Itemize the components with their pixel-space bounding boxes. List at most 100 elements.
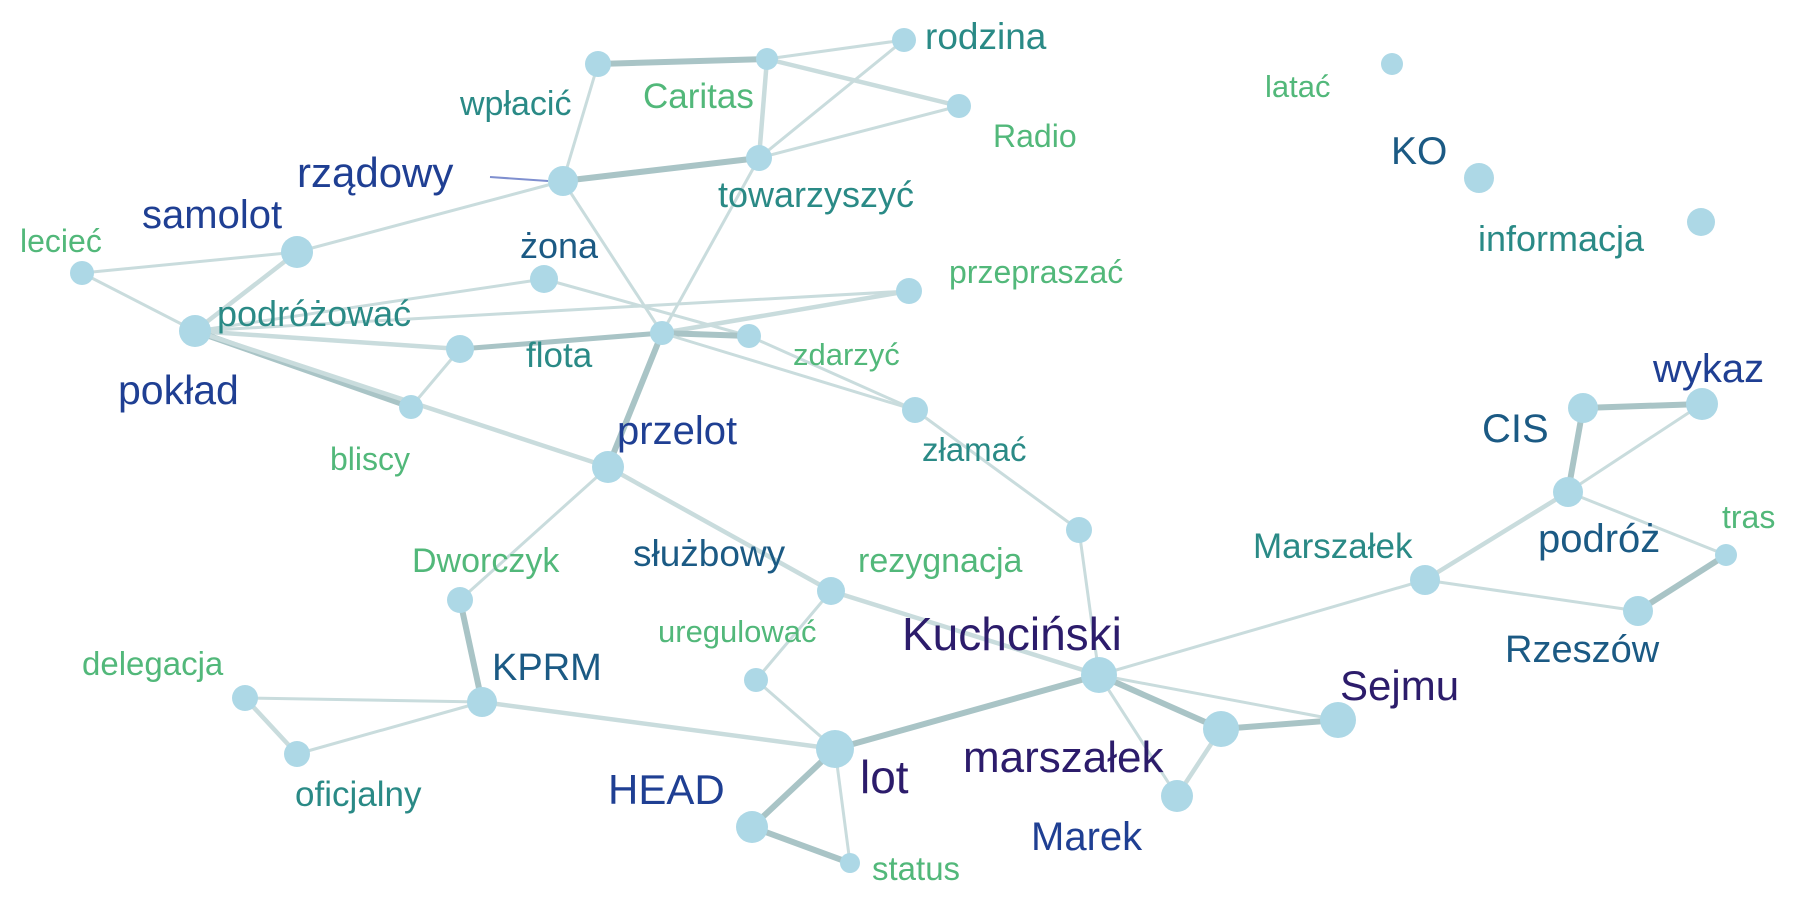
node-kprm: [467, 687, 497, 717]
node-status: [840, 853, 860, 873]
label-rezygnacja: rezygnacja: [858, 542, 1023, 580]
edge-cis-wykaz: [1580, 401, 1705, 411]
edge-przelot-dworczyk: [458, 465, 610, 602]
node-ko: [1464, 163, 1494, 193]
label-towarzyszyc: towarzyszyć: [718, 174, 914, 215]
node-kuchcinski: [1081, 657, 1117, 693]
edges-layer: [80, 38, 1729, 866]
label-uregulowac: uregulować: [658, 614, 817, 649]
label-marszalek-upper: Marszałek: [1253, 527, 1413, 566]
edge-rzeszow-tras: [1635, 552, 1729, 614]
edge-lot-kuchcinski: [832, 672, 1102, 752]
edge-leciec-poklad: [80, 271, 197, 333]
label-samolot: samolot: [142, 193, 282, 237]
edge-marszalek_upper-podroz: [1422, 489, 1571, 583]
node-marszalek-upper: [1410, 565, 1440, 595]
node-lot: [816, 730, 854, 768]
label-rzeszow: Rzeszów: [1505, 629, 1660, 671]
label-przelot: przelot: [617, 409, 737, 453]
label-tras: tras: [1722, 499, 1775, 535]
label-lot: lot: [860, 751, 909, 803]
node-dworczyk: [447, 587, 473, 613]
edge-wplacic-caritas: [595, 56, 770, 67]
edge-kuchcinski-sejmu: [1097, 673, 1340, 722]
node-zlamac: [902, 397, 928, 423]
label-poklad: pokład: [118, 367, 239, 413]
edge-zdarzyc-zlamac: [747, 334, 917, 412]
edge-flota-trunk: [459, 330, 663, 352]
edge-podroz-tras: [1566, 490, 1728, 557]
node-rzadowy: [548, 166, 578, 196]
label-oficjalny: oficjalny: [295, 775, 422, 814]
label-zlamac: złamać: [922, 431, 1027, 468]
rzadowy-label-leader: [489, 176, 549, 182]
label-caritas: Caritas: [643, 77, 754, 116]
edge-flota-przelot: [605, 330, 665, 470]
edge-podrozowac-przepraszac: [193, 289, 911, 333]
node-flota: [446, 335, 474, 363]
label-head: HEAD: [608, 766, 725, 813]
edge-lot-status: [833, 747, 852, 865]
edge-wplacic-rzadowy: [561, 62, 600, 183]
edge-sluzbowy-kuchcinski: [828, 588, 1102, 678]
label-zona: żona: [520, 225, 599, 266]
label-kuchcinski: Kuchciński: [902, 608, 1122, 660]
edge-rzadowy-towarzyszyc: [560, 155, 762, 184]
label-kprm: KPRM: [492, 647, 602, 689]
label-rodzina: rodzina: [925, 16, 1047, 57]
label-marszalek-lower: marszałek: [963, 733, 1164, 782]
label-ko: KO: [1391, 130, 1447, 173]
edge-radio-towarzyszyc: [757, 104, 961, 160]
label-podrozowac: podróżować: [217, 293, 411, 334]
edge-podrozowac-przelot: [192, 328, 611, 470]
node-radio: [947, 94, 971, 118]
node-head: [736, 811, 768, 843]
edge-caritas-rodzina: [765, 38, 906, 61]
edge-flota-zdarzyc: [659, 330, 752, 339]
edge-podrozowac-flota: [192, 328, 463, 352]
edge-kprm-oficjalny: [295, 700, 484, 756]
node-informacja: [1687, 208, 1715, 236]
node-caritas: [756, 48, 778, 70]
edge-rezygnacja-kuchcinski: [1077, 528, 1101, 677]
node-leciec: [70, 261, 94, 285]
edge-zlamac-rezygnacja: [913, 408, 1081, 532]
node-rezygnacja: [1066, 517, 1092, 543]
node-zdarzyc: [737, 324, 761, 348]
node-podrozowac: [179, 315, 211, 347]
edge-samolot-podrozowac: [192, 249, 300, 334]
edge-samolot-leciec: [80, 250, 299, 275]
edge-dworczyk-kprm: [457, 597, 485, 705]
label-cis: CIS: [1482, 407, 1549, 451]
edge-rodzina-towarzyszyc: [757, 38, 906, 160]
label-flota: flota: [526, 336, 593, 375]
label-sluzbowy: służbowy: [633, 533, 786, 574]
node-cis: [1568, 393, 1598, 423]
edge-przelot-sluzbowy: [605, 464, 834, 594]
label-przepraszac: przepraszać: [949, 254, 1123, 290]
edge-kprm-lot: [479, 699, 838, 752]
node-przepraszac: [896, 278, 922, 304]
label-rzadowy: rządowy: [297, 149, 453, 196]
edge-flota-przepraszac: [659, 288, 912, 336]
node-oficjalny: [284, 741, 310, 767]
edge-podrozowac-zona: [193, 277, 546, 333]
label-informacja: informacja: [1478, 218, 1645, 259]
label-dworczyk: Dworczyk: [412, 542, 560, 580]
node-uregulowac: [744, 668, 768, 692]
label-delegacja: delegacja: [82, 645, 224, 682]
label-bliscy: bliscy: [330, 441, 410, 477]
edge-podroz-wykaz: [1566, 402, 1704, 494]
edge-kuchcinski-marszalek_upper: [1097, 578, 1427, 677]
labels-layer: rodzina Caritas wpłacić Radio towarzyszyć rzą…: [20, 16, 1775, 887]
node-rzeszow: [1623, 596, 1653, 626]
node-marek: [1161, 780, 1193, 812]
label-status: status: [872, 850, 960, 887]
nodes-layer: [70, 28, 1737, 873]
edge-kprm-delegacja: [243, 696, 484, 704]
node-latac: [1381, 53, 1403, 75]
node-marszalek-lower: [1203, 711, 1239, 747]
node-zona: [530, 265, 558, 293]
node-towarzyszyc: [746, 145, 772, 171]
